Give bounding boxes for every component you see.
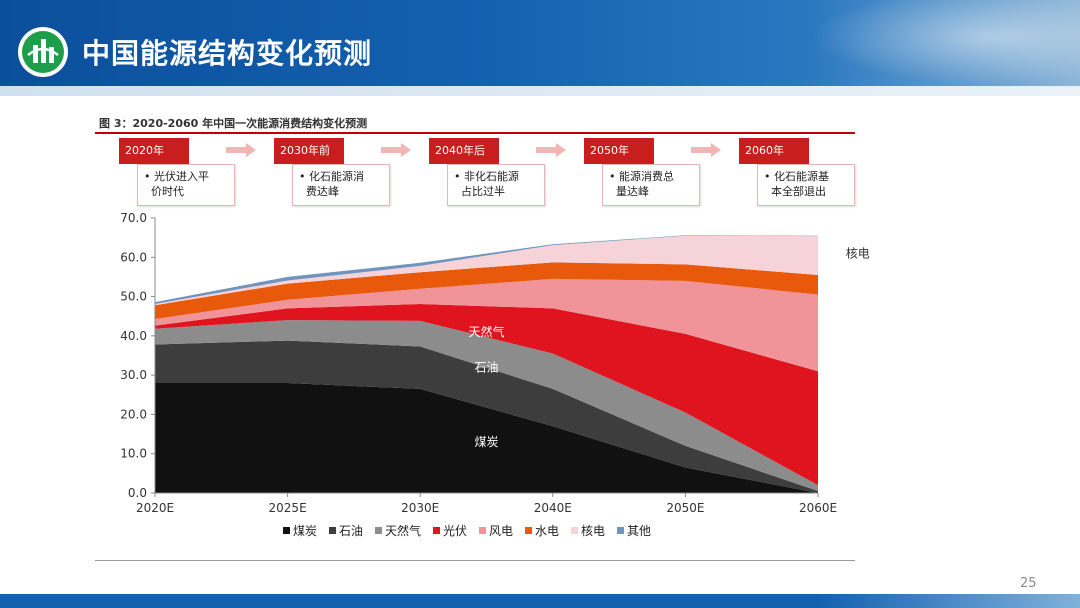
legend-label: 核电 [581,524,605,538]
y-tick-label: 40.0 [120,329,147,343]
area-煤炭 [155,383,818,493]
y-tick-label: 30.0 [120,368,147,382]
legend-label: 石油 [339,524,363,538]
legend-label: 风电 [489,524,513,538]
footer-bar [0,594,1080,608]
caption-rule [95,132,855,134]
legend-swatch [433,527,440,534]
slide-header [0,0,1080,92]
chart-figure: 图 3：2020-2060 年中国一次能源消费结构变化预测 2020年 • 光伏进… [95,108,875,563]
timeline-arrow-icon [226,143,256,157]
timeline-year: 2030年前 [274,138,344,164]
timeline-note: • 化石能源基 本全部退出 [757,164,855,206]
timeline-arrow-icon [381,143,411,157]
area-label: 水电 [846,278,870,292]
figure-caption: 图 3：2020-2060 年中国一次能源消费结构变化预测 [99,117,368,130]
area-水电 [155,262,818,319]
stacked-area-chart: 煤炭石油天然气光伏风电水电核电0.010.020.030.040.050.060… [120,211,870,538]
timeline-year: 2050年 [584,138,654,164]
header-strip [0,86,1080,96]
legend-swatch [329,527,336,534]
x-tick-label: 2030E [401,501,439,515]
y-tick-label: 20.0 [120,407,147,421]
legend-swatch [479,527,486,534]
legend-label: 天然气 [385,523,421,538]
y-tick-label: 0.0 [128,486,147,500]
x-tick-label: 2050E [666,501,704,515]
area-石油 [155,340,818,493]
timeline-arrow-icon [691,143,721,157]
legend-swatch [283,527,290,534]
x-tick-label: 2040E [534,501,572,515]
area-label: 煤炭 [474,435,498,449]
page-number: 25 [1020,576,1037,591]
timeline-year: 2040年后 [429,138,499,164]
area-label: 石油 [474,360,498,374]
y-tick-label: 50.0 [120,290,147,304]
timeline-year: 2060年 [739,138,809,164]
area-核电 [155,235,818,306]
legend-swatch [571,527,578,534]
slide-title: 中国能源结构变化预测 [82,37,373,70]
timeline-note: • 非化石能源 占比过半 [447,164,545,206]
area-光伏 [155,304,818,486]
area-label: 光伏 [846,384,870,398]
legend-swatch [525,527,532,534]
legend-label: 其他 [627,524,651,538]
x-tick-label: 2060E [799,501,837,515]
legend-label: 煤炭 [293,524,317,538]
legend-label: 水电 [535,524,559,538]
figure-bottom-rule [95,560,855,561]
timeline-note: • 光伏进入平 价时代 [137,164,235,206]
timeline-year: 2020年 [119,138,189,164]
timeline-note: • 能源消费总 量达峰 [602,164,700,206]
header-decoration [780,0,1080,92]
legend-label: 光伏 [443,524,467,538]
area-label: 核电 [846,246,870,260]
y-tick-label: 60.0 [120,250,147,264]
y-tick-label: 10.0 [120,447,147,461]
legend-swatch [375,527,382,534]
timeline-arrow-icon [536,143,566,157]
y-tick-label: 70.0 [120,211,147,225]
area-label: 天然气 [468,324,504,339]
area-label: 风电 [846,313,870,327]
x-tick-label: 2020E [136,501,174,515]
timeline-note: • 化石能源消 费达峰 [292,164,390,206]
company-logo [18,27,68,77]
area-天然气 [155,320,818,491]
x-tick-label: 2025E [269,501,307,515]
area-风电 [155,278,818,372]
legend-swatch [617,527,624,534]
